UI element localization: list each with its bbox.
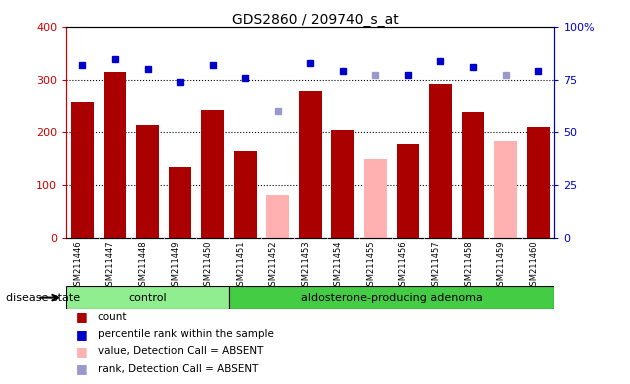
Text: disease state: disease state xyxy=(6,293,81,303)
Text: GSM211452: GSM211452 xyxy=(269,240,278,291)
Text: control: control xyxy=(129,293,167,303)
Text: GSM211457: GSM211457 xyxy=(432,240,440,291)
Bar xyxy=(229,286,554,309)
Text: GSM211453: GSM211453 xyxy=(301,240,310,291)
Bar xyxy=(494,141,517,238)
Bar xyxy=(462,113,484,238)
Text: GSM211454: GSM211454 xyxy=(334,240,343,291)
Bar xyxy=(201,110,224,238)
Text: GSM211456: GSM211456 xyxy=(399,240,408,291)
Bar xyxy=(66,286,229,309)
Bar xyxy=(364,159,387,238)
Bar xyxy=(136,124,159,238)
Text: value, Detection Call = ABSENT: value, Detection Call = ABSENT xyxy=(98,346,263,356)
Text: ■: ■ xyxy=(76,310,88,323)
Text: GSM211459: GSM211459 xyxy=(496,240,505,291)
Text: percentile rank within the sample: percentile rank within the sample xyxy=(98,329,273,339)
Text: ■: ■ xyxy=(76,362,88,375)
Bar xyxy=(429,84,452,238)
Text: aldosterone-producing adenoma: aldosterone-producing adenoma xyxy=(301,293,483,303)
Text: GSM211447: GSM211447 xyxy=(106,240,115,291)
Bar xyxy=(103,72,127,238)
Bar xyxy=(266,195,289,238)
Bar xyxy=(234,151,256,238)
Text: GSM211455: GSM211455 xyxy=(367,240,375,291)
Text: GSM211458: GSM211458 xyxy=(464,240,473,291)
Text: rank, Detection Call = ABSENT: rank, Detection Call = ABSENT xyxy=(98,364,258,374)
Text: ■: ■ xyxy=(76,345,88,358)
Bar xyxy=(396,144,420,238)
Text: count: count xyxy=(98,312,127,322)
Bar xyxy=(299,91,322,238)
Text: ■: ■ xyxy=(76,328,88,341)
Bar xyxy=(331,130,354,238)
Text: GSM211449: GSM211449 xyxy=(171,240,180,291)
Bar xyxy=(71,102,94,238)
Text: GSM211446: GSM211446 xyxy=(74,240,83,291)
Text: GSM211448: GSM211448 xyxy=(139,240,147,291)
Text: GSM211460: GSM211460 xyxy=(529,240,538,291)
Text: GSM211451: GSM211451 xyxy=(236,240,245,291)
Text: GDS2860 / 209740_s_at: GDS2860 / 209740_s_at xyxy=(232,13,398,27)
Bar xyxy=(527,127,549,238)
Bar xyxy=(169,167,192,238)
Text: GSM211450: GSM211450 xyxy=(203,240,212,291)
